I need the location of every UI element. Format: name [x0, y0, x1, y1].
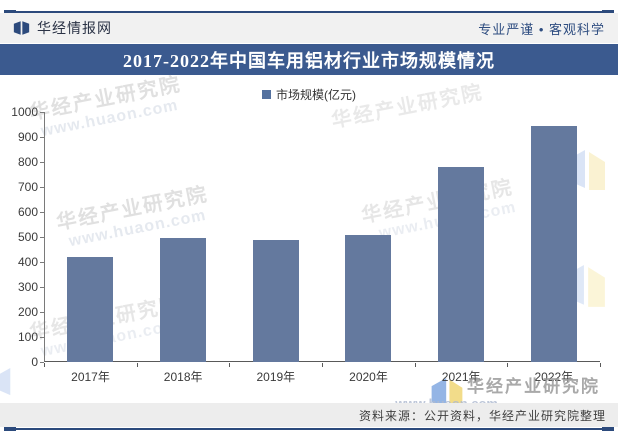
page-title: 2017-2022年中国车用铝材行业市场规模情况 — [123, 50, 495, 71]
chart-legend: 市场规模(亿元) — [0, 86, 618, 103]
site-logo: 华经情报网 — [13, 18, 112, 38]
x-axis-tick-mark — [507, 363, 509, 367]
y-axis-tick-label: 400 — [17, 255, 38, 269]
y-axis-tick-label: 700 — [17, 180, 38, 194]
y-axis-tick-label: 500 — [17, 230, 38, 244]
bar-2020年 — [345, 234, 392, 362]
bar-2022年 — [530, 125, 577, 362]
y-axis-tick-label: 600 — [17, 205, 38, 219]
site-logo-text: 华经情报网 — [37, 20, 112, 36]
title-banner: 2017-2022年中国车用铝材行业市场规模情况 — [0, 44, 618, 75]
chart-plot-area — [44, 112, 600, 362]
x-axis-tick-mark — [44, 363, 45, 367]
y-axis-tick-mark — [40, 337, 44, 338]
bar-2018年 — [160, 238, 206, 362]
x-axis-tick-mark — [600, 363, 601, 367]
y-axis-tick-label: 800 — [17, 155, 38, 169]
legend-marker-square — [262, 90, 271, 99]
x-axis-label: 2018年 — [163, 370, 203, 384]
x-axis-label: 2017年 — [71, 370, 110, 384]
header-slogan: 专业严谨 • 客观科学 — [478, 21, 605, 37]
y-axis-tick-mark — [40, 187, 44, 188]
y-axis-tick-label: 0 — [31, 355, 38, 369]
bar-2019年 — [252, 240, 299, 362]
y-axis-tick-label: 1000 — [11, 105, 38, 119]
x-axis-label: 2019年 — [256, 370, 296, 384]
y-axis-tick-mark — [40, 237, 44, 238]
huaon-logo-watermark — [0, 368, 11, 396]
bottom-divider-cap-left — [4, 427, 16, 431]
y-axis-tick-mark — [40, 112, 44, 113]
y-axis-tick-mark — [40, 137, 44, 138]
bottom-divider-cap-right — [602, 427, 614, 431]
y-axis-tick-mark — [40, 287, 44, 288]
y-axis-tick-label: 300 — [17, 280, 38, 294]
y-axis-tick-label: 900 — [17, 130, 38, 144]
data-source-note: 资料来源：公开资料，华经产业研究院整理 — [358, 408, 606, 423]
bottom-divider-line — [4, 427, 614, 431]
y-axis-tick-label: 200 — [17, 305, 38, 319]
header-band: 华经情报网 专业严谨 • 客观科学 — [0, 13, 618, 43]
x-axis-tick-mark — [414, 363, 416, 367]
bar-2021年 — [438, 167, 484, 362]
x-axis-label: 2021年 — [441, 370, 481, 384]
top-divider-cap-left — [4, 10, 16, 14]
x-axis-label: 2020年 — [349, 370, 388, 384]
y-axis-tick-mark — [40, 262, 44, 263]
top-divider-cap-right — [602, 10, 614, 14]
legend-series-label: 市场规模(亿元) — [276, 88, 356, 102]
y-axis-tick-mark — [40, 362, 44, 363]
footer-band: 资料来源：公开资料，华经产业研究院整理 — [0, 403, 618, 427]
huajing-book-icon — [13, 21, 30, 35]
y-axis-tick-label: 100 — [17, 330, 38, 344]
x-axis-tick-mark — [322, 363, 323, 367]
bar-2017年 — [67, 257, 114, 362]
x-axis-label: 2022年 — [534, 370, 574, 384]
y-axis-tick-mark — [40, 212, 44, 213]
y-axis-tick-mark — [40, 312, 44, 313]
x-axis-tick-mark — [229, 363, 231, 367]
y-axis-tick-mark — [40, 162, 44, 163]
x-axis-tick-mark — [136, 363, 138, 367]
top-divider-line — [4, 10, 614, 14]
